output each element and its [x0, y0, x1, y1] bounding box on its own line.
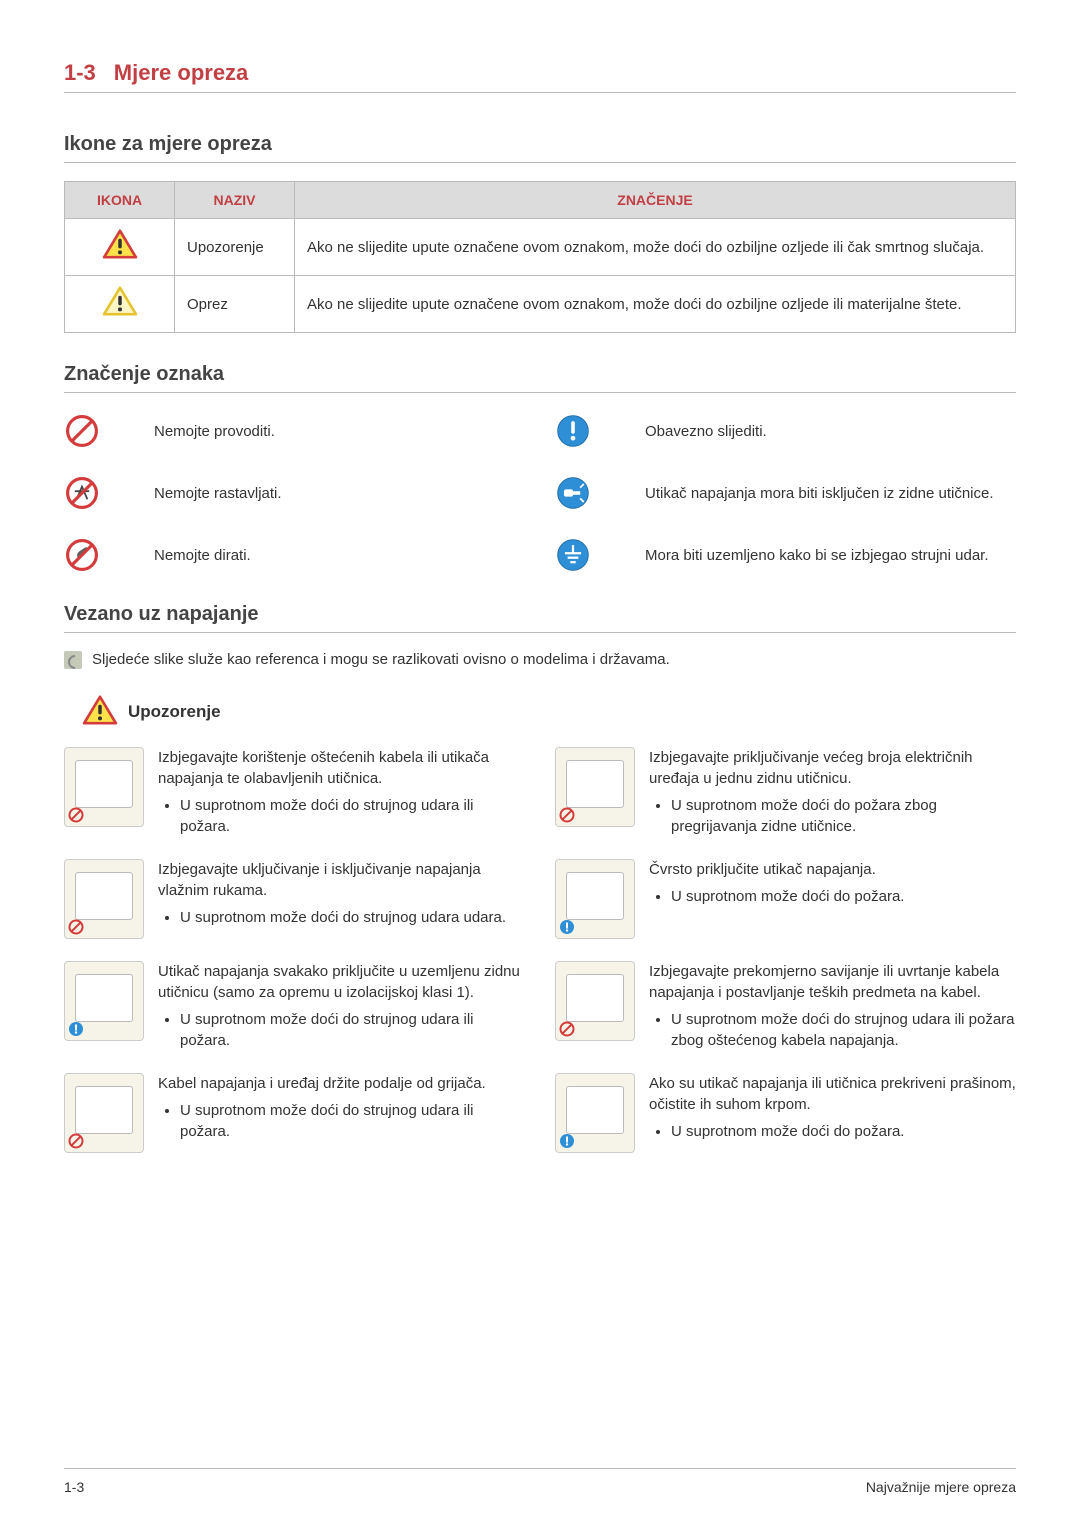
precaution-icon-table: IKONA NAZIV ZNAČENJE Upozorenje Ako ne s…	[64, 181, 1016, 333]
item-bullet: U suprotnom može doći do požara.	[671, 886, 1016, 907]
illustration-thumb	[64, 961, 144, 1041]
badge-must-icon	[559, 1133, 575, 1149]
th-icon: IKONA	[65, 182, 175, 219]
item-title: Čvrsto priključite utikač napajanja.	[649, 859, 1016, 880]
heading-power: Vezano uz napajanje	[64, 603, 1016, 633]
no_disassemble-icon	[64, 475, 124, 511]
power-item: Izbjegavajte prekomjerno savijanje ili u…	[555, 961, 1016, 1051]
must-icon	[555, 413, 615, 449]
illustration-thumb	[64, 859, 144, 939]
page-footer: 1-3 Najvažnije mjere opreza	[64, 1468, 1016, 1495]
illustration-thumb	[555, 747, 635, 827]
item-bullet: U suprotnom može doći do strujnog udara …	[180, 1100, 525, 1142]
item-bullet: U suprotnom može doći do požara zbog pre…	[671, 795, 1016, 837]
illustration-thumb	[555, 961, 635, 1041]
name-cell: Upozorenje	[175, 219, 295, 276]
meaning-cell: Ako ne slijedite upute označene ovom ozn…	[295, 276, 1016, 333]
warning-header: Upozorenje	[82, 695, 1016, 729]
item-title: Izbjegavajte prekomjerno savijanje ili u…	[649, 961, 1016, 1003]
ground-icon	[555, 537, 615, 573]
item-title: Kabel napajanja i uređaj držite podalje …	[158, 1073, 525, 1094]
item-title: Utikač napajanja svakako priključite u u…	[158, 961, 525, 1003]
badge-prohibit-icon	[559, 1021, 575, 1037]
illustration-thumb	[555, 1073, 635, 1153]
warning-triangle-icon	[82, 695, 118, 729]
item-bullet: U suprotnom može doći do strujnog udara …	[671, 1009, 1016, 1051]
power-item: Izbjegavajte korištenje oštećenih kabela…	[64, 747, 525, 837]
no_touch-icon	[64, 537, 124, 573]
footer-right: Najvažnije mjere opreza	[866, 1479, 1016, 1495]
power-item: Utikač napajanja svakako priključite u u…	[64, 961, 525, 1051]
note-text: Sljedeće slike služe kao referenca i mog…	[92, 651, 670, 668]
section-header: 1-3 Mjere opreza	[64, 60, 1016, 93]
icon-cell	[65, 276, 175, 333]
sign-label: Mora biti uzemljeno kako bi se izbjegao …	[645, 545, 1016, 566]
section-title: Mjere opreza	[114, 60, 249, 86]
badge-must-icon	[68, 1021, 84, 1037]
table-row: Upozorenje Ako ne slijedite upute označe…	[65, 219, 1016, 276]
illustration-thumb	[64, 747, 144, 827]
badge-prohibit-icon	[68, 919, 84, 935]
icon-cell	[65, 219, 175, 276]
illustration-thumb	[64, 1073, 144, 1153]
sign-label: Nemojte rastavljati.	[154, 483, 525, 504]
item-title: Ako su utikač napajanja ili utičnica pre…	[649, 1073, 1016, 1115]
item-bullet: U suprotnom može doći do strujnog udara …	[180, 795, 525, 837]
sign-label: Obavezno slijediti.	[645, 421, 1016, 442]
power-item: Kabel napajanja i uređaj držite podalje …	[64, 1073, 525, 1153]
power-items-grid: Izbjegavajte korištenje oštećenih kabela…	[64, 747, 1016, 1153]
heading-icons: Ikone za mjere opreza	[64, 133, 1016, 163]
warning-label: Upozorenje	[128, 702, 221, 722]
heading-signs: Značenje oznaka	[64, 363, 1016, 393]
table-row: Oprez Ako ne slijedite upute označene ov…	[65, 276, 1016, 333]
item-title: Izbjegavajte priključivanje većeg broja …	[649, 747, 1016, 789]
footer-left: 1-3	[64, 1479, 84, 1495]
reference-note: Sljedeće slike služe kao referenca i mog…	[64, 651, 1016, 669]
power-item: Ako su utikač napajanja ili utičnica pre…	[555, 1073, 1016, 1153]
badge-prohibit-icon	[68, 1133, 84, 1149]
power-item: Izbjegavajte priključivanje većeg broja …	[555, 747, 1016, 837]
power-item: Izbjegavajte uključivanje i isključivanj…	[64, 859, 525, 939]
item-title: Izbjegavajte korištenje oštećenih kabela…	[158, 747, 525, 789]
item-bullet: U suprotnom može doći do strujnog udara …	[180, 907, 525, 928]
item-bullet: U suprotnom može doći do požara.	[671, 1121, 1016, 1142]
name-cell: Oprez	[175, 276, 295, 333]
th-meaning: ZNAČENJE	[295, 182, 1016, 219]
meaning-cell: Ako ne slijedite upute označene ovom ozn…	[295, 219, 1016, 276]
sign-label: Nemojte dirati.	[154, 545, 525, 566]
prohibit-icon	[64, 413, 124, 449]
badge-prohibit-icon	[559, 807, 575, 823]
th-name: NAZIV	[175, 182, 295, 219]
badge-must-icon	[559, 919, 575, 935]
signs-grid: Nemojte provoditi. Obavezno slijediti. N…	[64, 413, 1016, 573]
item-title: Izbjegavajte uključivanje i isključivanj…	[158, 859, 525, 901]
power-item: Čvrsto priključite utikač napajanja. U s…	[555, 859, 1016, 939]
badge-prohibit-icon	[68, 807, 84, 823]
item-bullet: U suprotnom može doći do strujnog udara …	[180, 1009, 525, 1051]
illustration-thumb	[555, 859, 635, 939]
unplug-icon	[555, 475, 615, 511]
sign-label: Nemojte provoditi.	[154, 421, 525, 442]
section-number: 1-3	[64, 60, 96, 86]
sign-label: Utikač napajanja mora biti isključen iz …	[645, 483, 1016, 504]
note-icon	[64, 651, 82, 669]
